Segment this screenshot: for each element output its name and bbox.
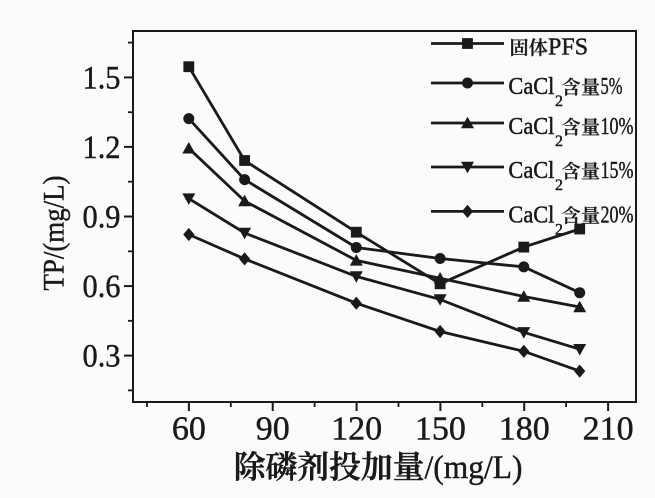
- svg-text:60: 60: [172, 411, 206, 448]
- svg-text:15%: 15%: [601, 158, 634, 184]
- svg-text:0.6: 0.6: [83, 269, 121, 305]
- svg-text:1.5: 1.5: [83, 60, 121, 96]
- svg-text:0.9: 0.9: [83, 199, 121, 235]
- svg-text:1.2: 1.2: [83, 130, 121, 166]
- svg-text:TP/(mg/L): TP/(mg/L): [38, 176, 71, 291]
- svg-text:CaCl: CaCl: [508, 114, 554, 140]
- svg-text:180: 180: [499, 411, 550, 448]
- svg-text:/(mg/L): /(mg/L): [425, 450, 523, 486]
- svg-text:2: 2: [555, 93, 563, 110]
- svg-text:PFS: PFS: [548, 35, 588, 61]
- svg-text:5%: 5%: [601, 74, 623, 100]
- svg-text:CaCl: CaCl: [508, 202, 554, 228]
- svg-text:20%: 20%: [601, 202, 634, 228]
- svg-text:0.3: 0.3: [83, 339, 121, 375]
- svg-text:90: 90: [256, 411, 290, 448]
- svg-text:150: 150: [415, 411, 466, 448]
- svg-text:2: 2: [555, 221, 563, 238]
- svg-text:CaCl: CaCl: [508, 158, 554, 184]
- svg-text:2: 2: [555, 177, 563, 194]
- svg-text:2: 2: [555, 133, 563, 150]
- svg-text:10%: 10%: [601, 114, 634, 140]
- svg-text:120: 120: [331, 411, 382, 448]
- svg-text:210: 210: [583, 411, 634, 448]
- svg-text:CaCl: CaCl: [508, 74, 554, 100]
